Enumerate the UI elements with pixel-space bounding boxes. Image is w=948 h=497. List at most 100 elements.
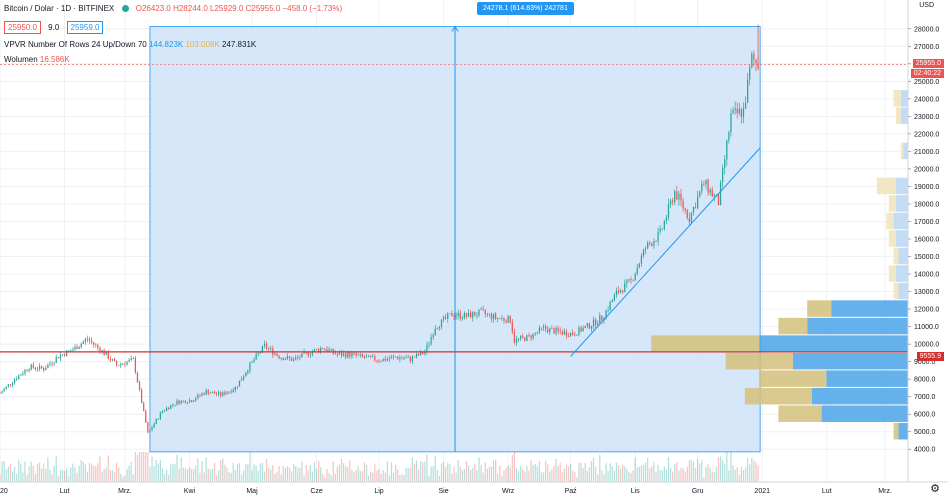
volume-bar [268, 467, 270, 482]
candle-body [338, 352, 341, 355]
volume-bar [474, 463, 476, 482]
volume-bar [657, 464, 659, 482]
volume-bar [747, 457, 749, 482]
volume-bar [534, 463, 536, 482]
candle-body [586, 323, 588, 327]
candle-body [226, 392, 228, 395]
gear-icon[interactable]: ⚙ [930, 483, 940, 495]
volume-bar [34, 473, 37, 482]
candle-body [442, 317, 445, 320]
candle-body [497, 318, 499, 319]
volume-bar [238, 462, 241, 482]
volume-bar [28, 466, 30, 482]
volume-bar [547, 464, 549, 482]
volume-bar [299, 468, 301, 482]
candle-body [284, 358, 286, 360]
volume-bar [628, 471, 630, 482]
volume-bar [255, 465, 257, 482]
candle-body [132, 358, 134, 359]
candle-body [515, 338, 518, 343]
candle-body [440, 319, 443, 327]
volume-bar [522, 468, 524, 482]
volume-bar [624, 466, 626, 482]
volume-bar [74, 467, 76, 482]
volume-bar [272, 465, 274, 482]
candle-body [86, 339, 89, 340]
volume-bar [424, 461, 426, 482]
volume-bar [347, 466, 349, 482]
candle-body [632, 279, 634, 281]
candle-body [722, 167, 724, 183]
candle-body [630, 279, 632, 280]
volume-bar [320, 467, 322, 482]
volume-bar [97, 463, 99, 482]
candle-body [211, 391, 214, 393]
candle-body [580, 327, 582, 332]
volume-bar [318, 460, 320, 482]
candle-body [644, 248, 647, 250]
vp-down-bar [744, 387, 812, 405]
volume-bar [274, 473, 276, 482]
candle-body [332, 348, 334, 354]
buy-button[interactable]: 25959.0 [66, 21, 104, 34]
volume-bar [163, 473, 166, 482]
candle-body [547, 329, 549, 333]
candle-body [703, 183, 705, 185]
candle-body [130, 358, 132, 360]
volume-legend[interactable]: Wolumen 16.586K [4, 55, 70, 64]
candle-body [597, 323, 599, 325]
candle-body [617, 290, 620, 293]
volume-bar [524, 471, 526, 482]
candle-body [717, 194, 720, 206]
candle-body [530, 335, 532, 339]
vp-up-bar [896, 230, 908, 247]
volume-bar [286, 466, 289, 482]
drawing-overlays [0, 64, 908, 357]
volume-bar [455, 472, 457, 482]
currency-label[interactable]: USD [919, 2, 934, 9]
vp-down-bar [651, 335, 760, 352]
volume-bar [257, 471, 259, 482]
vpvr-legend[interactable]: VPVR Number Of Rows 24 Up/Down 70 144.82… [4, 40, 256, 49]
volume-bar [732, 465, 734, 482]
candle-body [93, 342, 95, 345]
candle-body [28, 369, 30, 371]
symbol-title[interactable]: Bitcoin / Dolar · 1D · BITFINEX [4, 4, 115, 13]
volume-bar [143, 452, 145, 482]
volume-bar [353, 472, 355, 482]
price-tick-label: 22000.0 [914, 131, 939, 138]
volume-bar [590, 461, 593, 482]
volume-bar [622, 464, 624, 482]
candle-body [240, 379, 243, 381]
volume-bar [209, 469, 211, 482]
volume-bar [236, 463, 239, 482]
candle-body [374, 356, 376, 361]
candle-body [255, 354, 257, 360]
candle-body [309, 354, 311, 356]
candle-body [601, 315, 603, 321]
candle-body [505, 320, 507, 323]
volume-bar [715, 467, 718, 482]
candle-body [511, 322, 513, 333]
price-tick-label: 27000.0 [914, 44, 939, 51]
volume-bar [611, 466, 613, 482]
measure-label: 24278.1 (614.83%) 242781 [477, 2, 574, 15]
volume-bar [634, 457, 636, 482]
candle-body [674, 191, 676, 203]
candle-body [476, 315, 478, 317]
sell-button[interactable]: 25950.0 [4, 21, 41, 34]
volume-bar [243, 470, 245, 482]
candle-body [297, 357, 299, 359]
volume-bar [280, 474, 282, 482]
candle-body [503, 317, 505, 321]
volume-bar [613, 470, 615, 482]
candle-body [540, 327, 543, 329]
candle-body [51, 363, 53, 365]
volume-bar [72, 463, 74, 482]
candle-body [409, 356, 411, 362]
vp-down-bar [893, 282, 899, 300]
volume-bar [597, 474, 599, 482]
candle-body [136, 372, 139, 383]
candle-body [507, 315, 509, 323]
